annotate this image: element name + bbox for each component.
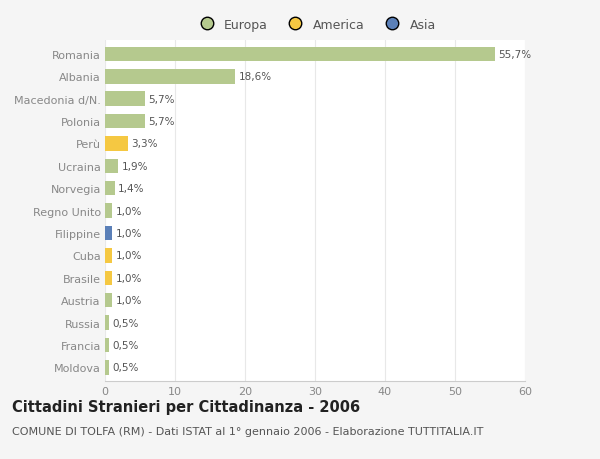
Bar	[105, 181, 115, 196]
Bar	[105, 360, 109, 375]
Text: 1,0%: 1,0%	[115, 229, 142, 239]
Text: 1,0%: 1,0%	[115, 206, 142, 216]
Text: 3,3%: 3,3%	[131, 139, 158, 149]
Text: 1,0%: 1,0%	[115, 273, 142, 283]
Text: 0,5%: 0,5%	[112, 318, 139, 328]
Bar	[105, 293, 112, 308]
Bar	[105, 70, 235, 84]
Bar	[105, 137, 128, 151]
Bar	[105, 338, 109, 353]
Text: 0,5%: 0,5%	[112, 340, 139, 350]
Bar	[105, 271, 112, 285]
Text: 55,7%: 55,7%	[499, 50, 532, 60]
Bar	[105, 226, 112, 241]
Text: Cittadini Stranieri per Cittadinanza - 2006: Cittadini Stranieri per Cittadinanza - 2…	[12, 399, 360, 414]
Text: 1,0%: 1,0%	[115, 296, 142, 306]
Bar	[105, 204, 112, 218]
Text: 5,7%: 5,7%	[148, 95, 175, 104]
Bar	[105, 316, 109, 330]
Bar	[105, 92, 145, 106]
Legend: Europa, America, Asia: Europa, America, Asia	[189, 14, 441, 37]
Bar	[105, 47, 495, 62]
Text: 1,0%: 1,0%	[115, 251, 142, 261]
Text: 0,5%: 0,5%	[112, 363, 139, 373]
Text: COMUNE DI TOLFA (RM) - Dati ISTAT al 1° gennaio 2006 - Elaborazione TUTTITALIA.I: COMUNE DI TOLFA (RM) - Dati ISTAT al 1° …	[12, 426, 484, 436]
Text: 1,4%: 1,4%	[118, 184, 145, 194]
Bar	[105, 159, 118, 174]
Bar	[105, 114, 145, 129]
Text: 5,7%: 5,7%	[148, 117, 175, 127]
Bar	[105, 249, 112, 263]
Text: 1,9%: 1,9%	[122, 162, 148, 172]
Text: 18,6%: 18,6%	[239, 72, 272, 82]
